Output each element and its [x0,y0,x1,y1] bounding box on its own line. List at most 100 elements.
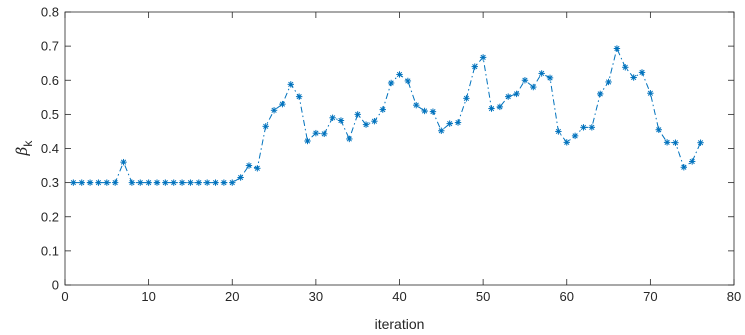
data-point [647,90,654,97]
data-point [321,130,328,138]
data-point [354,111,361,118]
data-point [195,179,202,186]
data-point [521,77,529,84]
x-tick-label: 30 [309,289,323,304]
data-point [237,174,244,181]
x-tick-label: 50 [476,289,490,304]
data-point [304,137,311,145]
series-line [73,46,702,184]
x-tick-label: 80 [727,289,741,304]
y-axis-title: βk [13,140,35,157]
data-point [672,139,679,146]
data-point [580,124,587,131]
y-tick-label: 0.2 [41,209,59,224]
data-point [220,179,228,186]
y-axis-title-symbol: β [13,146,31,156]
data-point [505,93,512,100]
x-axis: 0 10 20 30 40 50 60 70 80 [61,12,741,304]
data-point [421,107,428,115]
data-point [170,179,177,186]
data-point [86,179,94,186]
data-point [413,101,420,109]
data-point [630,74,637,81]
data-point [663,139,671,146]
data-point [638,69,646,76]
data-point [111,179,119,186]
x-axis-title: iteration [375,316,425,332]
data-point [371,118,378,125]
data-point [563,139,570,146]
y-tick-label: 0.5 [41,107,59,122]
y-tick-label: 0 [52,278,59,293]
data-point [571,132,579,140]
data-point [446,120,453,127]
data-point [145,179,152,186]
data-point [103,179,111,186]
data-point [387,79,395,87]
svg-text:βk: βk [13,140,35,157]
data-point [187,179,194,186]
data-point [463,95,470,102]
series-markers [70,45,704,186]
y-axis: 0 0.1 0.2 0.3 0.4 0.5 0.6 0.7 0.8 [41,5,734,293]
data-point [337,117,345,124]
y-tick-label: 0.3 [41,175,59,190]
x-tick-label: 0 [61,289,68,304]
plot-area [64,11,735,286]
data-point [78,179,85,186]
data-point [655,126,662,133]
data-point [329,114,336,121]
data-point [429,108,437,115]
data-point [229,179,236,186]
data-point [488,105,495,112]
data-point [295,93,303,100]
data-point [454,119,462,126]
data-point [379,106,386,113]
data-point [287,81,294,88]
data-point [212,179,219,186]
data-point [346,135,353,143]
data-point [128,179,136,186]
y-tick-label: 0.4 [41,141,59,156]
data-point [479,54,487,61]
x-tick-label: 40 [392,289,406,304]
data-point [254,165,261,172]
data-point [597,90,604,98]
data-point [605,78,612,86]
data-point [70,179,77,186]
data-point [622,64,629,71]
data-point [153,179,161,186]
x-tick-label: 10 [141,289,155,304]
y-tick-label: 0.7 [41,39,59,54]
data-point [137,179,144,186]
data-point [279,100,286,108]
data-point [178,179,186,186]
data-point [95,179,102,186]
y-axis-title-subscript: k [21,140,35,147]
data-point [262,123,269,130]
data-point [613,45,621,52]
data-point [496,103,504,111]
data-point [245,162,253,169]
data-point [362,121,370,128]
y-tick-label: 0.6 [41,73,59,88]
data-point [404,77,412,85]
data-point [513,90,520,98]
data-point [588,124,596,131]
x-tick-label: 60 [560,289,574,304]
y-tick-label: 0.8 [41,5,59,20]
data-point [538,70,545,77]
data-point [120,158,127,166]
y-tick-label: 0.1 [41,243,59,258]
data-point [438,127,445,134]
x-tick-label: 70 [643,289,657,304]
data-point [162,179,169,186]
data-point [555,128,562,135]
data-point [680,164,688,171]
data-point [530,83,537,91]
data-point [471,63,478,70]
data-point [203,179,211,186]
data-point [270,107,278,114]
data-point [546,74,554,82]
